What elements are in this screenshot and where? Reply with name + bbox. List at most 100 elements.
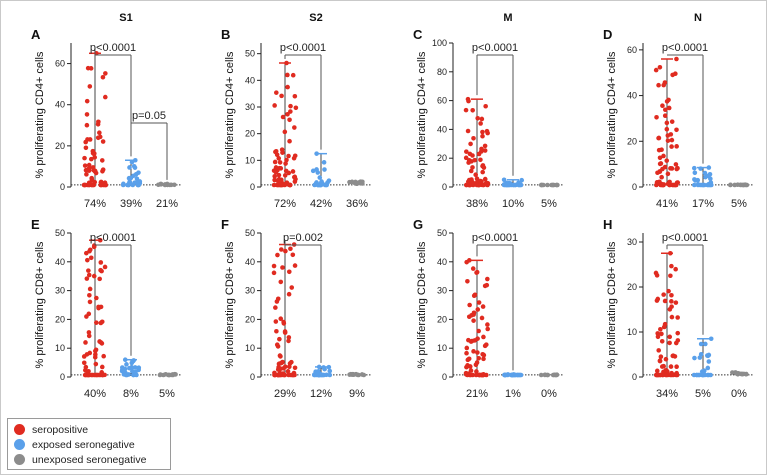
data-point xyxy=(655,170,660,176)
data-point xyxy=(291,155,297,161)
data-point xyxy=(541,182,546,188)
data-point xyxy=(84,172,89,177)
y-tick-label: 20 xyxy=(627,136,637,146)
y-tick-label: 0 xyxy=(442,182,447,192)
data-point xyxy=(84,276,90,281)
data-point xyxy=(86,268,91,273)
group-percent-label: 29% xyxy=(274,388,296,400)
y-tick-label: 30 xyxy=(627,237,637,247)
data-point xyxy=(283,248,288,254)
data-point xyxy=(274,328,279,334)
data-point xyxy=(538,372,544,378)
data-point xyxy=(288,109,293,114)
y-tick-label: 0 xyxy=(60,372,65,382)
data-point xyxy=(669,304,674,309)
data-point xyxy=(470,372,475,378)
data-point xyxy=(669,314,675,320)
data-point xyxy=(102,372,107,378)
legend-label: seropositive xyxy=(32,423,89,436)
data-point xyxy=(290,252,296,258)
y-axis-label: % proliferating CD4+ cells xyxy=(606,51,618,178)
data-point xyxy=(464,345,470,351)
data-point xyxy=(94,295,99,301)
y-tick-label: 20 xyxy=(55,141,65,151)
data-point xyxy=(274,299,280,304)
data-point xyxy=(316,372,322,378)
data-point xyxy=(476,151,482,157)
panel-letter: G xyxy=(413,217,423,232)
p-value-label: p<0.0001 xyxy=(662,232,708,244)
data-point xyxy=(667,182,672,188)
y-axis-label: % proliferating CD8+ cells xyxy=(224,241,236,368)
y-axis-label: % proliferating CD8+ cells xyxy=(34,241,46,368)
data-point xyxy=(287,361,293,366)
data-point xyxy=(471,349,476,354)
data-point xyxy=(285,111,290,117)
data-point xyxy=(97,276,102,282)
group-percent-label: 36% xyxy=(346,198,368,210)
data-point xyxy=(274,342,280,348)
data-point xyxy=(664,158,670,163)
data-point xyxy=(480,351,485,357)
data-point xyxy=(470,107,475,113)
data-point xyxy=(314,151,319,156)
data-point xyxy=(545,182,550,188)
data-point xyxy=(665,369,670,374)
data-point xyxy=(662,321,668,327)
y-tick-label: 20 xyxy=(245,314,255,324)
data-point xyxy=(100,167,106,172)
group-percent-label: 9% xyxy=(349,388,365,400)
data-point xyxy=(657,64,663,70)
data-point xyxy=(668,132,674,137)
data-point xyxy=(464,350,469,356)
data-point xyxy=(517,182,523,187)
data-point xyxy=(485,322,490,327)
data-point xyxy=(279,177,284,183)
data-point xyxy=(663,356,669,362)
data-point xyxy=(288,246,293,252)
data-point xyxy=(284,60,289,66)
column-title: M xyxy=(503,12,512,24)
data-point xyxy=(97,130,102,136)
data-point xyxy=(124,362,129,367)
data-point xyxy=(102,264,108,270)
data-point xyxy=(97,237,103,243)
data-point xyxy=(692,182,697,188)
data-point xyxy=(87,84,93,89)
data-point xyxy=(473,172,478,178)
data-point xyxy=(81,182,87,188)
data-point xyxy=(466,157,472,163)
data-point xyxy=(471,136,476,141)
data-point xyxy=(276,361,282,367)
data-point xyxy=(87,248,92,254)
data-point xyxy=(467,151,473,157)
data-point xyxy=(286,291,292,297)
y-tick-label: 60 xyxy=(437,96,447,106)
data-point xyxy=(83,145,89,151)
data-point xyxy=(474,360,480,365)
data-point xyxy=(743,182,749,188)
data-point xyxy=(278,182,284,188)
y-tick-label: 40 xyxy=(627,91,637,101)
data-point xyxy=(664,99,670,104)
group-percent-label: 12% xyxy=(310,388,332,400)
data-point xyxy=(708,336,714,342)
data-point xyxy=(353,181,359,186)
data-point xyxy=(508,182,514,188)
data-point xyxy=(479,315,485,321)
y-tick-label: 10 xyxy=(627,327,637,337)
data-point xyxy=(98,182,103,188)
data-point xyxy=(478,157,483,163)
data-point xyxy=(88,66,94,71)
y-tick-label: 20 xyxy=(437,153,447,163)
data-point xyxy=(289,285,295,290)
data-point xyxy=(660,103,665,109)
data-point xyxy=(319,180,325,186)
data-point xyxy=(272,173,278,179)
legend-label: exposed seronegative xyxy=(32,438,135,451)
data-point xyxy=(501,177,507,183)
group-percent-label: 5% xyxy=(695,388,711,400)
data-point xyxy=(288,103,293,109)
data-point xyxy=(474,369,479,374)
data-point xyxy=(83,167,89,173)
